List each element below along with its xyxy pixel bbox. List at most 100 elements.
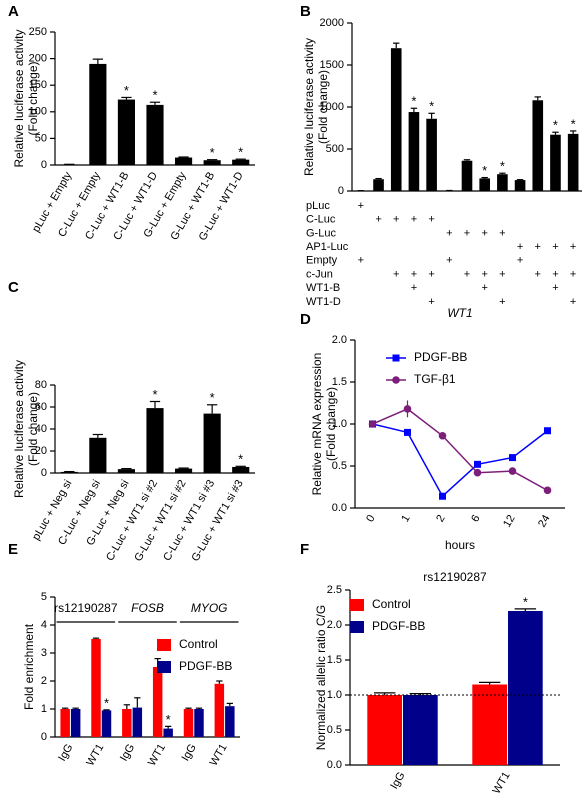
x-tick-label: 2 bbox=[434, 513, 447, 524]
bar bbox=[122, 709, 132, 737]
y-tick-label: 1.5 bbox=[332, 376, 347, 388]
y-tick-label: 20 bbox=[35, 445, 47, 457]
error-bar bbox=[207, 404, 218, 414]
table-row-label: G-Luc bbox=[306, 227, 336, 239]
error-bar bbox=[92, 433, 103, 438]
x-tick-label: IgG bbox=[180, 742, 199, 763]
table-cell: + bbox=[411, 214, 417, 226]
table-cell: + bbox=[481, 268, 487, 280]
table-cell: + bbox=[552, 282, 558, 294]
error-bar bbox=[121, 96, 132, 100]
table-row-label: c-Jun bbox=[306, 268, 333, 280]
bar bbox=[514, 180, 526, 191]
x-tick-label: G-Luc + WT1 si #2 bbox=[132, 478, 188, 564]
x-tick-label: WT1 bbox=[208, 742, 230, 768]
bar bbox=[479, 178, 490, 191]
error-bar bbox=[216, 680, 223, 684]
panel-label: D bbox=[300, 311, 311, 328]
significance-star: * bbox=[210, 145, 215, 160]
bar bbox=[101, 710, 112, 737]
legend-label: PDGF-BB bbox=[179, 659, 232, 673]
significance-star: * bbox=[238, 452, 243, 467]
marker bbox=[474, 460, 481, 468]
legend-swatch bbox=[157, 639, 171, 651]
y-tick-label: 100 bbox=[29, 106, 47, 118]
x-tick-label: G-Luc + WT1 si #3 bbox=[189, 478, 245, 564]
table-cell: + bbox=[481, 227, 487, 239]
bar bbox=[132, 707, 143, 737]
table-row-label: pLuc bbox=[306, 200, 330, 212]
error-bar bbox=[534, 96, 541, 101]
table-row-label: Empty bbox=[306, 255, 338, 267]
bar bbox=[146, 408, 164, 473]
error-bar bbox=[92, 637, 100, 639]
error-bar bbox=[103, 709, 110, 711]
y-tick-label: 0 bbox=[41, 731, 47, 743]
error-bar bbox=[92, 58, 103, 64]
y-axis-label: Relative luciferase activity bbox=[12, 360, 26, 498]
group-label: MYOG bbox=[191, 601, 228, 615]
significance-star: * bbox=[104, 695, 109, 710]
significance-star: * bbox=[482, 163, 487, 178]
error-bar bbox=[481, 176, 488, 179]
x-tick-label: IgG bbox=[56, 742, 75, 763]
error-bar bbox=[149, 400, 161, 409]
significance-star: * bbox=[152, 387, 157, 402]
bar bbox=[550, 134, 561, 191]
error-bar bbox=[514, 608, 537, 611]
group-label: FOSB bbox=[131, 601, 164, 615]
table-cell: + bbox=[535, 241, 541, 253]
table-cell: + bbox=[499, 296, 505, 308]
bar bbox=[183, 709, 194, 737]
table-cell: + bbox=[446, 227, 452, 239]
significance-star: * bbox=[500, 159, 505, 174]
significance-star: * bbox=[429, 99, 434, 114]
legend-label: PDGF-BB bbox=[414, 350, 467, 364]
x-tick-label: WT1 bbox=[491, 770, 513, 796]
bar bbox=[203, 413, 221, 473]
table-cell: + bbox=[499, 268, 505, 280]
bar bbox=[373, 179, 384, 191]
marker bbox=[438, 431, 447, 440]
bar bbox=[426, 118, 437, 191]
marker bbox=[508, 467, 517, 475]
y-tick-label: 500 bbox=[326, 143, 344, 155]
chart-title: WT1 bbox=[447, 306, 472, 320]
x-tick-label: 24 bbox=[536, 513, 553, 530]
significance-star: * bbox=[571, 116, 576, 131]
bar bbox=[194, 709, 204, 737]
table-cell: + bbox=[464, 268, 470, 280]
legend-marker bbox=[392, 376, 400, 384]
bar bbox=[214, 683, 225, 737]
bar bbox=[567, 133, 579, 191]
y-tick-label: 0 bbox=[41, 159, 47, 171]
bar bbox=[163, 728, 173, 737]
error-bar bbox=[375, 177, 382, 180]
x-tick-label: C-Luc + WT1 si #2 bbox=[104, 478, 160, 563]
bar bbox=[152, 667, 163, 737]
table-cell: + bbox=[517, 241, 523, 253]
error-bar bbox=[463, 159, 471, 161]
bar bbox=[89, 63, 107, 165]
x-axis-label: hours bbox=[445, 538, 475, 552]
error-bar bbox=[72, 707, 79, 709]
series-line bbox=[372, 423, 548, 498]
y-axis-label: (Fold change) bbox=[26, 392, 40, 466]
table-cell: + bbox=[411, 268, 417, 280]
x-tick-label: 12 bbox=[501, 513, 518, 530]
legend-marker bbox=[392, 354, 400, 362]
bar bbox=[117, 99, 135, 165]
y-tick-label: 3 bbox=[41, 647, 47, 659]
bar bbox=[532, 100, 544, 191]
bar bbox=[403, 695, 438, 765]
y-tick-label: 1000 bbox=[320, 101, 344, 113]
table-cell: + bbox=[481, 282, 487, 294]
legend-label: Control bbox=[179, 637, 218, 651]
x-tick-label: 0 bbox=[364, 513, 377, 524]
table-cell: + bbox=[446, 255, 452, 267]
significance-star: * bbox=[152, 88, 157, 103]
y-axis-label: (Fold change) bbox=[324, 387, 338, 461]
significance-star: * bbox=[553, 118, 558, 133]
bar bbox=[89, 437, 107, 473]
y-tick-label: 250 bbox=[29, 26, 47, 38]
